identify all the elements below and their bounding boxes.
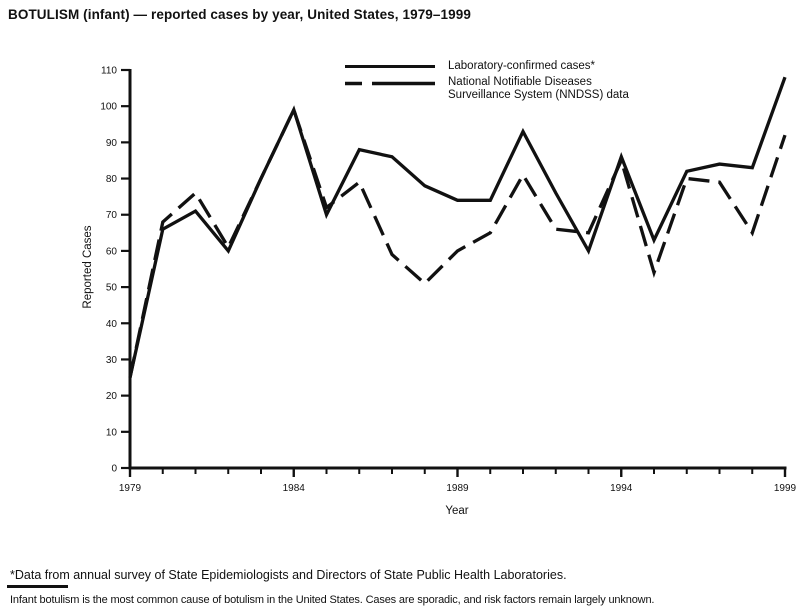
y-tick-label: 10: [106, 427, 118, 438]
y-tick-label: 80: [106, 174, 118, 185]
y-tick-label: 30: [106, 355, 118, 366]
x-tick-label: 1999: [774, 483, 797, 494]
series-line-lab-confirmed-solid: [128, 76, 787, 378]
y-tick-label: 20: [106, 391, 118, 402]
y-tick-label: 50: [106, 283, 118, 294]
footnote-bottom: Infant botulism is the most common cause…: [10, 594, 655, 606]
x-tick-label: 1994: [610, 483, 633, 494]
chart-legend: Laboratory-confirmed cases* National Not…: [345, 60, 629, 105]
y-tick-label: 110: [101, 66, 117, 77]
figure-title: BOTULISM (infant) — reported cases by ye…: [8, 7, 471, 22]
legend-row-nndss: National Notifiable Diseases Surveillanc…: [345, 76, 629, 102]
y-tick-label: 100: [100, 102, 117, 113]
legend-label-nndss-line1: National Notifiable Diseases: [448, 76, 592, 88]
legend-label-lab-confirmed: Laboratory-confirmed cases*: [448, 60, 596, 72]
series-line-nndss-dashed: [128, 105, 787, 378]
y-tick-label: 70: [106, 210, 118, 221]
y-tick-label: 90: [106, 138, 118, 149]
legend-row-lab-confirmed: Laboratory-confirmed cases*: [345, 60, 629, 73]
legend-solid-line-swatch: [345, 65, 435, 68]
x-tick-label: 1979: [119, 483, 142, 494]
footnote-asterisk: *Data from annual survey of State Epidem…: [10, 568, 567, 582]
x-tick-label: 1984: [283, 483, 306, 494]
legend-label-nndss-line2: Surveillance System (NNDSS) data: [448, 89, 629, 101]
y-tick-label: 0: [111, 464, 117, 475]
footnote-divider-rule: [7, 585, 68, 588]
legend-label-nndss: National Notifiable Diseases Surveillanc…: [448, 76, 629, 102]
y-tick-label: 60: [106, 246, 118, 257]
x-axis-title: Year: [445, 505, 469, 517]
legend-dashed-line-swatch: [345, 81, 435, 86]
x-tick-label: 1989: [446, 483, 469, 494]
y-tick-label: 40: [106, 319, 118, 330]
y-axis-title: Reported Cases: [82, 225, 94, 309]
